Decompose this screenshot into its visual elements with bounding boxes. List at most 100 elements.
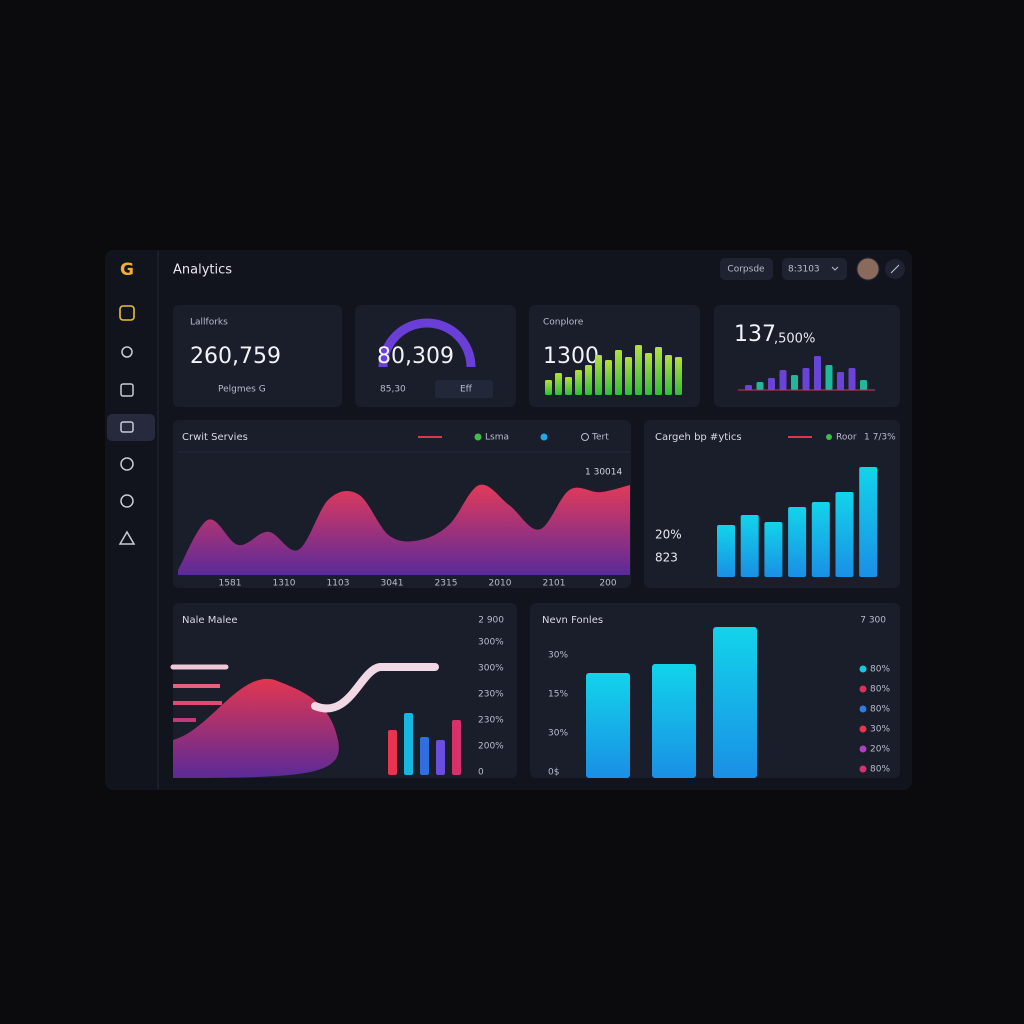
bar [565,377,572,395]
legend-dot [581,433,589,441]
nav-icon[interactable] [119,305,135,321]
bar [605,360,612,395]
y-tick-label: 230% [478,690,504,700]
kpi-value: 260,759 [190,344,281,369]
legend-dot [859,745,867,753]
kpi-label: Conplore [543,318,584,328]
legend-dot [859,705,867,713]
kpi-footer: Pelgmes G [218,385,266,395]
legend-label: 80% [870,685,890,695]
y-tick-label: 300% [478,664,504,674]
bar [860,380,867,390]
bar [859,467,878,577]
legend-dot [540,433,548,441]
bar [404,713,413,775]
y-tick-label: 0$ [548,768,559,778]
legend-label: 80% [870,705,890,715]
x-tick-label: 2101 [543,579,566,589]
bar [835,492,854,577]
kpi-card [714,305,900,407]
x-tick-label: 1310 [273,579,296,589]
bar [665,355,672,395]
bar [745,385,752,390]
bar [811,502,830,577]
x-tick-label: 200 [599,579,616,589]
legend-label: Tert [591,433,609,443]
legend-dot [859,665,867,673]
header-dropdown[interactable] [782,258,847,280]
kpi-value: 1300 [543,344,599,369]
bar [779,370,787,390]
legend-label: 20% [870,745,890,755]
x-tick-label: 3041 [381,579,404,589]
bar [555,373,562,395]
bar [635,345,642,395]
bar [545,380,552,395]
legend-dot [826,434,832,440]
legend-dot [859,685,867,693]
bar [595,355,602,395]
legend-label: Lsma [485,433,509,443]
nav-clock[interactable] [120,457,134,471]
bar [791,375,798,390]
bar [814,356,821,390]
blob [173,678,339,778]
avatar[interactable] [856,257,880,281]
kpi-label: Lallforks [190,318,228,328]
chevron [831,266,839,271]
card-total: 7 300 [860,616,886,626]
gauge [378,318,476,368]
card-title: Nevn Fonles [542,615,603,626]
bar [652,664,696,778]
ribbon [311,663,439,713]
bar [675,357,682,395]
bar [586,673,630,778]
bar [625,357,632,395]
bar [756,382,764,390]
bar [802,368,810,390]
y-tick-label: 200% [478,742,504,752]
nav-power[interactable] [120,494,134,508]
nav-home[interactable] [118,530,136,545]
bar [837,372,844,390]
bar [388,730,397,775]
x-tick-label: 2010 [489,579,512,589]
stat: 20% [655,528,682,542]
bar [848,368,856,390]
legend-dot [474,433,482,441]
legend-label: 1 7/3% [864,433,896,443]
nav-active[interactable] [107,414,155,441]
kpi-button[interactable] [435,380,493,398]
legend-label: 80% [870,765,890,775]
bar [645,353,652,395]
logo: G [120,260,134,280]
bar [585,365,592,395]
area [178,484,630,575]
annotation: 1 30014 [585,468,622,478]
nav-icon [120,421,134,433]
legend-label: 30% [870,725,890,735]
kpi-value: 80,309 [377,344,454,369]
bar [575,370,582,395]
kpi-unit: ,500% [774,332,815,347]
y-tick-label: 30% [548,651,568,661]
y-tick-label: 30% [548,729,568,739]
header-title: Analytics [173,263,232,278]
x-tick-label: 1103 [327,579,350,589]
y-tick-label: 0 [478,768,484,778]
nav-icon[interactable] [120,383,134,397]
card-title: Crwit Servies [182,432,248,443]
x-tick-label: 2315 [435,579,458,589]
header-dropdown-label: 8:3103 [788,265,820,275]
header-button[interactable] [720,258,773,280]
kpi-card [173,305,342,407]
bar [436,740,445,775]
legend-label: Roor [836,433,857,443]
stat: 823 [655,551,678,565]
x-tick-label: 1581 [219,579,242,589]
nav-search[interactable] [121,346,133,358]
card-title: Nale Malee [182,615,238,626]
bar [825,365,833,390]
edit-icon [890,264,900,274]
legend-dot [859,765,867,773]
